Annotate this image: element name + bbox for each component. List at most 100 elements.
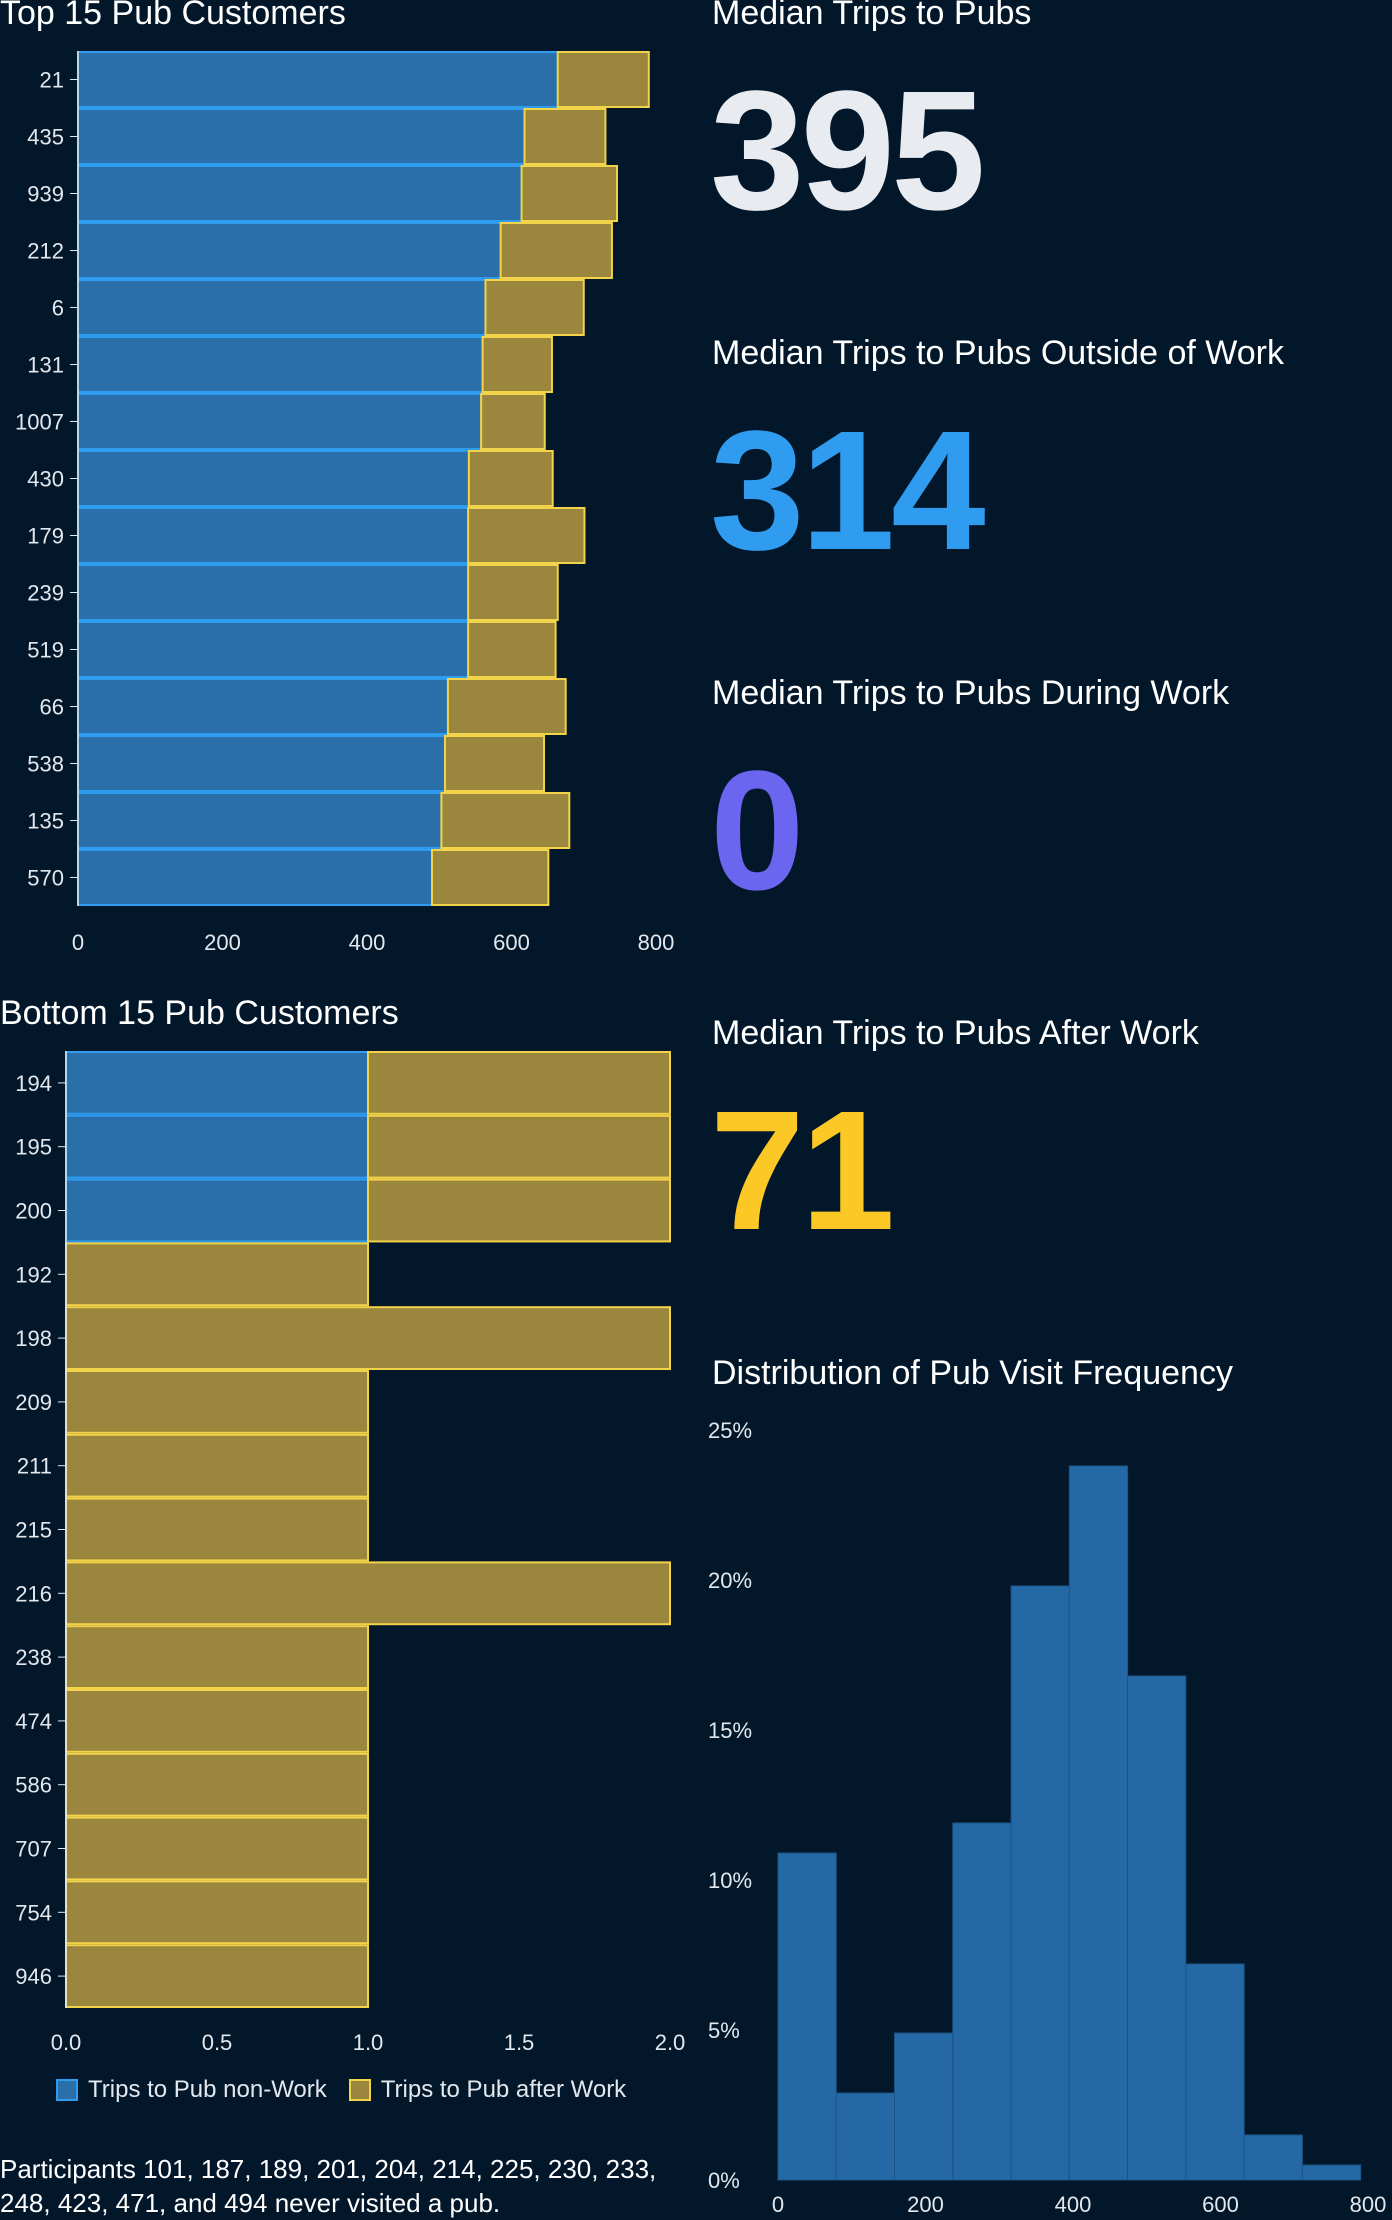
bar-afterwork <box>367 1114 671 1179</box>
bar-afterwork <box>65 1497 369 1562</box>
bar-afterwork <box>65 1625 369 1690</box>
y-tick-label: 200 <box>15 1199 52 1224</box>
histogram-bar <box>1243 2134 1303 2181</box>
y-tick-label: 238 <box>15 1645 52 1670</box>
x-tick-label: 1.5 <box>504 2030 535 2055</box>
y-tick-label: 135 <box>27 809 64 834</box>
y-tick-label: 538 <box>27 752 64 777</box>
y-tick-label: 198 <box>15 1326 52 1351</box>
y-tick-label: 570 <box>27 866 64 891</box>
bar-nonwork <box>77 279 487 336</box>
bar-nonwork <box>65 1051 369 1115</box>
y-tick-label: 194 <box>15 1071 52 1096</box>
bar-afterwork <box>65 1816 369 1881</box>
stat-label-total: Median Trips to Pubs <box>712 0 1032 32</box>
y-tick-label: 519 <box>27 638 64 663</box>
bar-afterwork <box>65 1752 369 1817</box>
never-visited-note: Participants 101, 187, 189, 201, 204, 21… <box>0 2154 657 2218</box>
bar-afterwork <box>367 1051 671 1115</box>
bar-afterwork <box>65 1306 671 1371</box>
y-tick-label: 0% <box>708 2168 740 2193</box>
y-tick-label: 195 <box>15 1135 52 1160</box>
y-tick-label: 239 <box>27 581 64 606</box>
y-tick-label: 216 <box>15 1581 52 1606</box>
bottom-chart-title: Bottom 15 Pub Customers <box>0 994 399 1032</box>
bar-nonwork <box>77 108 526 165</box>
bar-afterwork <box>480 393 546 450</box>
y-tick-label: 939 <box>27 182 64 207</box>
y-tick-label: 25% <box>708 1418 752 1443</box>
bar-nonwork <box>77 450 470 507</box>
histogram-bar <box>952 1822 1012 2181</box>
bar-nonwork <box>77 51 559 108</box>
bar-nonwork <box>77 393 483 450</box>
pub-visit-histogram: 0% 5% 10% 15% 20% 25% 0 200 400 600 800 <box>708 1418 1386 2217</box>
x-tick-label: 400 <box>349 930 386 955</box>
y-tick-label: 21 <box>40 68 64 93</box>
histogram-bar <box>777 1852 837 2181</box>
y-tick-label: 10% <box>708 1868 752 1893</box>
x-tick-label: 0.0 <box>51 2030 82 2055</box>
top-chart-title: Top 15 Pub Customers <box>0 0 346 32</box>
x-tick-label: 600 <box>1202 2192 1239 2217</box>
bar-nonwork <box>77 507 470 564</box>
y-tick-label: 430 <box>27 467 64 492</box>
x-tick-label: 0.5 <box>202 2030 233 2055</box>
stat-label-outside-work: Median Trips to Pubs Outside of Work <box>712 334 1284 372</box>
bar-afterwork <box>520 165 618 222</box>
histogram-bar <box>835 2092 896 2181</box>
bar-nonwork <box>65 1114 369 1179</box>
histogram-bar <box>1185 1963 1245 2181</box>
bar-afterwork <box>65 1433 369 1498</box>
x-tick-label: 200 <box>204 930 241 955</box>
histogram-bar <box>1127 1675 1187 2181</box>
x-tick-label: 1.0 <box>353 2030 384 2055</box>
top-pub-customers-chart: 21 435 939 212 6 131 1007 430 179 239 519 66 538 135 5… <box>15 51 674 955</box>
y-tick-label: 946 <box>15 1964 52 1989</box>
y-tick-label: 15% <box>708 1718 752 1743</box>
bar-afterwork <box>481 336 553 393</box>
legend-swatch-nonwork <box>56 2079 78 2101</box>
y-tick-label: 1007 <box>15 410 64 435</box>
y-tick-label: 179 <box>27 524 64 549</box>
bar-afterwork <box>65 1944 369 2009</box>
bar-nonwork <box>77 792 443 849</box>
legend-item-afterwork[interactable]: Trips to Pub after Work <box>348 2076 626 2104</box>
y-tick-label: 5% <box>708 2018 740 2043</box>
y-tick-label: 192 <box>15 1262 52 1287</box>
x-tick-label: 600 <box>493 930 530 955</box>
bar-afterwork <box>499 222 613 279</box>
x-tick-label: 0 <box>772 2192 784 2217</box>
y-tick-label: 754 <box>15 1900 52 1925</box>
histogram-bar <box>894 2032 954 2181</box>
x-tick-label: 200 <box>907 2192 944 2217</box>
y-tick-label: 215 <box>15 1518 52 1543</box>
y-tick-label: 131 <box>27 353 64 378</box>
chart-legend: Trips to Pub non-Work Trips to Pub after… <box>56 2076 648 2104</box>
x-tick-label: 400 <box>1055 2192 1092 2217</box>
y-tick-label: 209 <box>15 1390 52 1415</box>
bar-nonwork <box>77 621 470 678</box>
bar-nonwork <box>77 735 447 792</box>
histogram-bar <box>1068 1465 1129 2181</box>
y-tick-label: 211 <box>17 1454 52 1479</box>
y-tick-label: 20% <box>708 1568 752 1593</box>
bar-afterwork <box>440 792 571 849</box>
y-tick-label: 586 <box>15 1773 52 1798</box>
histogram-bar <box>1010 1585 1070 2181</box>
bar-afterwork <box>467 507 586 564</box>
stat-value-after-work: 71 <box>710 1076 895 1266</box>
stat-label-after-work: Median Trips to Pubs After Work <box>712 1014 1199 1052</box>
bar-afterwork <box>523 108 607 165</box>
bar-afterwork <box>444 735 546 792</box>
x-tick-label: 0 <box>72 930 84 955</box>
y-tick-label: 474 <box>15 1709 52 1734</box>
legend-item-nonwork[interactable]: Trips to Pub non-Work <box>56 2076 327 2104</box>
y-tick-label: 212 <box>27 239 64 264</box>
bar-afterwork <box>556 51 650 108</box>
bar-afterwork <box>65 1689 369 1753</box>
bar-afterwork <box>65 1561 671 1626</box>
stat-label-during-work: Median Trips to Pubs During Work <box>712 674 1230 712</box>
bar-afterwork <box>467 564 559 621</box>
bar-afterwork <box>65 1242 369 1307</box>
